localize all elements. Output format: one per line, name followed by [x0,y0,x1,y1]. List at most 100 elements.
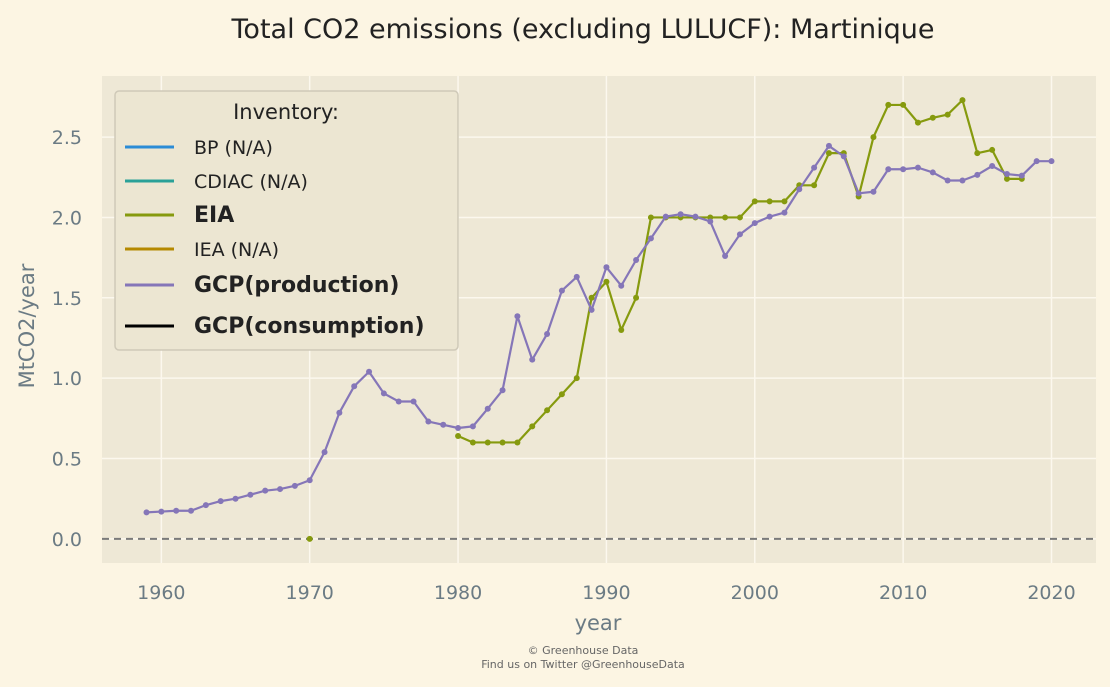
legend-label: IEA (N/A) [194,239,279,261]
data-point-gcp-production [173,507,180,514]
data-point-gcp-production [262,487,269,494]
legend-entry: GCP(consumption) [125,314,425,339]
data-point-eia [633,294,640,301]
data-point-eia [989,146,996,153]
data-point-gcp-production [974,171,981,178]
chart-title: Total CO2 emissions (excluding LULUCF): … [231,14,935,45]
data-point-gcp-production [544,330,551,337]
legend: Inventory: BP (N/A) CDIAC (N/A) EIA IEA (N/… [114,90,459,351]
data-point-gcp-production [247,491,254,498]
data-point-eia [603,278,610,285]
data-point-gcp-production [514,313,521,320]
x-tick-label: 1990 [582,582,630,604]
data-point-gcp-production [291,482,298,489]
data-point-gcp-production [914,164,921,171]
legend-entry: GCP(production) [125,273,399,298]
y-tick-label: 2.0 [52,207,82,229]
data-point-gcp-production [944,177,951,184]
data-point-gcp-production [277,486,284,493]
data-point-eia [647,214,654,221]
y-tick-label: 0.0 [52,529,82,551]
legend-label: EIA [194,203,234,228]
data-point-gcp-production [217,498,224,505]
data-point-gcp-production [751,220,758,227]
data-point-gcp-production [484,405,491,412]
data-point-gcp-production [989,163,996,170]
data-point-gcp-production [677,211,684,218]
data-point-eia [914,119,921,126]
data-point-eia [825,150,832,157]
legend-label: GCP(production) [194,273,399,298]
data-point-gcp-production [395,398,402,405]
series-layer [143,97,1055,542]
data-point-gcp-production [870,188,877,195]
data-point-eia [306,535,313,542]
data-point-eia [929,114,936,121]
data-point-gcp-production [440,421,447,428]
data-point-gcp-production [855,190,862,197]
data-point-eia [766,198,773,205]
y-tick-label: 0.5 [52,449,82,471]
x-tick-label: 1980 [434,582,482,604]
data-point-eia [944,111,951,118]
data-point-gcp-production [1003,171,1010,178]
data-point-eia [751,198,758,205]
footer-copyright: © Greenhouse Data [528,644,639,657]
data-point-eia [558,391,565,398]
data-point-gcp-production [336,409,343,416]
data-point-gcp-production [455,424,462,431]
series-gcp-production [143,142,1055,516]
data-point-gcp-production [959,177,966,184]
data-point-gcp-production [692,213,699,220]
legend-entry: IEA (N/A) [125,239,279,261]
data-point-gcp-production [469,423,476,430]
x-tick-labels: 1960 1970 1980 1990 2000 2010 2020 [137,582,1076,604]
data-point-gcp-production [366,368,373,375]
x-tick-label: 2010 [879,582,927,604]
legend-label: CDIAC (N/A) [194,171,308,193]
data-point-gcp-production [306,477,313,484]
y-axis-label: MtCO2/year [15,263,39,388]
data-point-gcp-production [1018,172,1025,179]
data-point-eia [455,433,462,440]
data-point-gcp-production [825,142,832,149]
x-tick-label: 2020 [1027,582,1075,604]
data-point-gcp-production [143,509,150,516]
data-point-gcp-production [722,253,729,260]
data-point-gcp-production [321,449,328,456]
data-point-gcp-production [885,166,892,173]
data-point-eia [722,214,729,221]
legend-entry: CDIAC (N/A) [125,171,308,193]
data-point-eia [959,97,966,104]
data-point-gcp-production [707,218,714,225]
data-point-gcp-production [232,495,239,502]
data-point-gcp-production [1048,158,1055,165]
data-point-gcp-production [158,508,165,515]
data-point-gcp-production [188,507,195,514]
data-point-eia [544,407,551,414]
data-point-gcp-production [499,387,506,394]
data-point-gcp-production [603,264,610,271]
data-point-gcp-production [647,235,654,242]
data-point-gcp-production [573,273,580,280]
legend-label: GCP(consumption) [194,314,425,339]
data-point-eia [529,423,536,430]
data-point-gcp-production [529,356,536,363]
data-point-eia [781,198,788,205]
data-point-eia [885,101,892,108]
data-point-gcp-production [900,166,907,173]
legend-entries: BP (N/A) CDIAC (N/A) EIA IEA (N/A) GCP(produ… [125,137,425,339]
data-point-gcp-production [840,153,847,160]
data-point-gcp-production [380,390,387,397]
data-point-eia [588,294,595,301]
y-tick-label: 2.5 [52,127,82,149]
data-point-eia [514,439,521,446]
data-point-eia [469,439,476,446]
y-tick-label: 1.5 [52,288,82,310]
legend-entry: EIA [125,203,234,228]
legend-box [114,90,459,351]
data-point-gcp-production [410,398,417,405]
x-tick-label: 1960 [137,582,185,604]
data-point-gcp-production [425,418,432,425]
